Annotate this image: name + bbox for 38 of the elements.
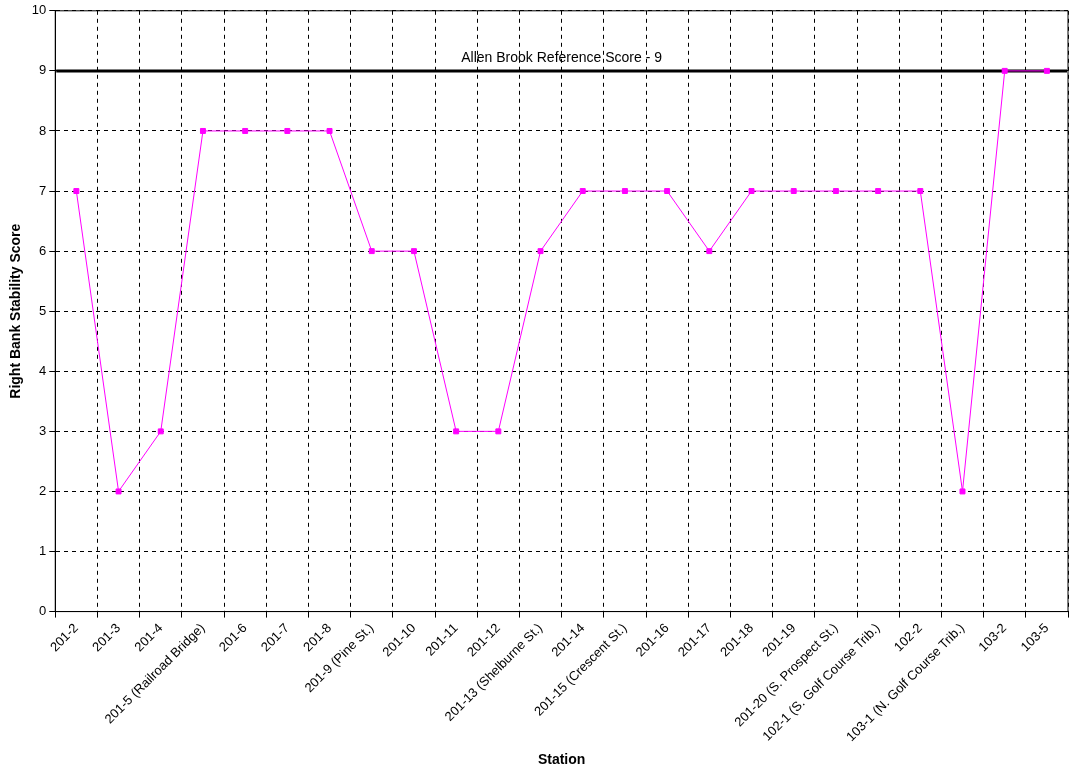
ref-line-label: Allen Brook Reference Score - 9 (461, 48, 663, 65)
point (621, 188, 628, 195)
y-tick-label: 0 (39, 603, 47, 619)
point (115, 488, 122, 495)
point (579, 188, 586, 195)
point (368, 248, 375, 255)
point (706, 248, 713, 255)
y-tick-label: 9 (39, 62, 47, 78)
point (959, 488, 966, 495)
point (917, 188, 924, 195)
point (1043, 67, 1050, 74)
point (748, 188, 755, 195)
point (1001, 67, 1008, 74)
y-tick-label: 4 (39, 362, 47, 378)
point (199, 127, 206, 134)
point (73, 188, 80, 195)
y-tick-label: 7 (39, 182, 47, 198)
point (495, 428, 502, 435)
y-tick-label: 2 (39, 483, 47, 499)
point (242, 127, 249, 134)
y-tick-label: 3 (39, 422, 47, 438)
point (832, 188, 839, 195)
point (284, 127, 291, 134)
point (537, 248, 544, 255)
y-axis-title: Right Bank Stability Score (7, 223, 24, 399)
x-axis-title: Station (537, 751, 586, 768)
y-tick-label: 6 (39, 242, 47, 258)
point (410, 248, 417, 255)
point (875, 188, 882, 195)
point (664, 188, 671, 195)
y-tick-label: 10 (31, 2, 47, 18)
point (326, 127, 333, 134)
y-tick-label: 5 (39, 302, 47, 318)
y-tick-label: 8 (39, 122, 47, 138)
y-tick-label: 1 (39, 543, 47, 559)
point (157, 428, 164, 435)
point (790, 188, 797, 195)
point (453, 428, 460, 435)
